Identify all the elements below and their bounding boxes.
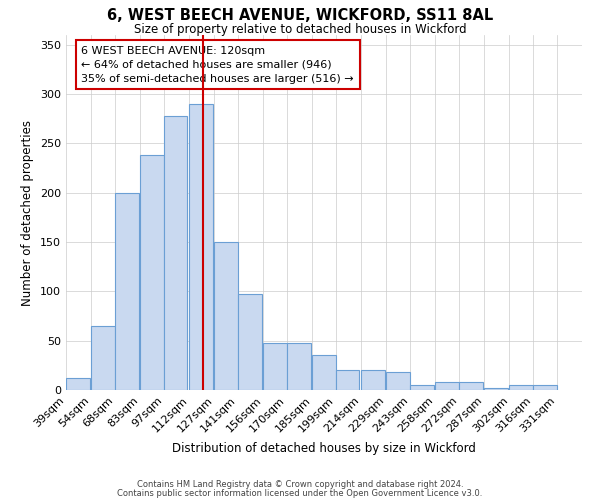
Bar [435, 382, 459, 390]
Text: 6, WEST BEECH AVENUE, WICKFORD, SS11 8AL: 6, WEST BEECH AVENUE, WICKFORD, SS11 8AL [107, 8, 493, 22]
Text: 6 WEST BEECH AVENUE: 120sqm
← 64% of detached houses are smaller (946)
35% of se: 6 WEST BEECH AVENUE: 120sqm ← 64% of det… [82, 46, 354, 84]
Bar [263, 342, 287, 390]
Bar [459, 382, 482, 390]
Bar [140, 156, 164, 390]
Bar [287, 342, 311, 390]
Bar [66, 378, 89, 390]
Text: Contains HM Land Registry data © Crown copyright and database right 2024.: Contains HM Land Registry data © Crown c… [137, 480, 463, 489]
X-axis label: Distribution of detached houses by size in Wickford: Distribution of detached houses by size … [172, 442, 476, 455]
Y-axis label: Number of detached properties: Number of detached properties [22, 120, 34, 306]
Bar [189, 104, 213, 390]
Bar [115, 193, 139, 390]
Text: Size of property relative to detached houses in Wickford: Size of property relative to detached ho… [134, 22, 466, 36]
Bar [410, 385, 434, 390]
Bar [238, 294, 262, 390]
Bar [336, 370, 359, 390]
Bar [91, 326, 115, 390]
Bar [533, 385, 557, 390]
Bar [484, 388, 508, 390]
Bar [312, 356, 336, 390]
Bar [386, 372, 410, 390]
Bar [164, 116, 187, 390]
Bar [361, 370, 385, 390]
Bar [509, 385, 533, 390]
Text: Contains public sector information licensed under the Open Government Licence v3: Contains public sector information licen… [118, 488, 482, 498]
Bar [214, 242, 238, 390]
